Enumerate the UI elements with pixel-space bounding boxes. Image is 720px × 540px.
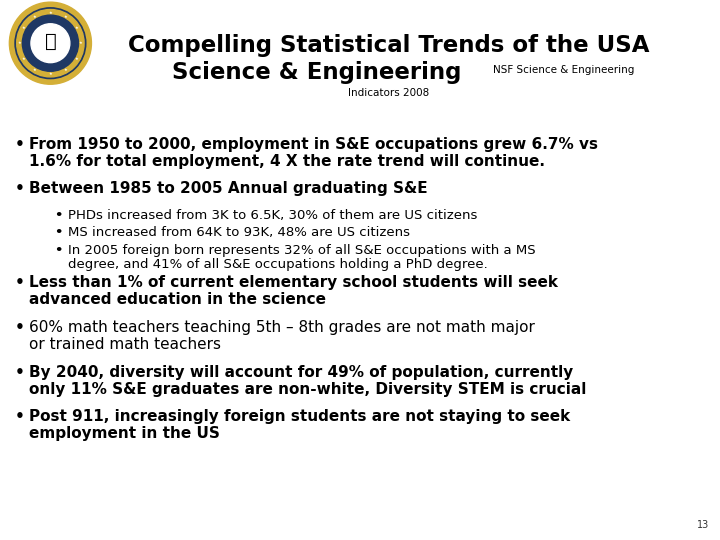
- Text: MS increased from 64K to 93K, 48% are US citizens: MS increased from 64K to 93K, 48% are US…: [68, 226, 410, 239]
- Text: Indicators 2008: Indicators 2008: [348, 88, 429, 98]
- Text: PHDs increased from 3K to 6.5K, 30% of them are US citizens: PHDs increased from 3K to 6.5K, 30% of t…: [68, 209, 478, 222]
- Text: Post 911, increasingly foreign students are not staying to seek: Post 911, increasingly foreign students …: [29, 409, 570, 424]
- Text: From 1950 to 2000, employment in S&E occupations grew 6.7% vs: From 1950 to 2000, employment in S&E occ…: [29, 137, 598, 152]
- Text: ★: ★: [64, 68, 68, 72]
- Text: ★: ★: [48, 72, 53, 76]
- Text: •: •: [14, 137, 24, 152]
- Text: •: •: [14, 409, 24, 424]
- Circle shape: [17, 10, 84, 77]
- Text: ★: ★: [33, 15, 37, 19]
- Text: 🦅: 🦅: [45, 31, 56, 51]
- Text: degree, and 41% of all S&E occupations holding a PhD degree.: degree, and 41% of all S&E occupations h…: [68, 258, 488, 271]
- Circle shape: [31, 24, 70, 63]
- Circle shape: [15, 8, 86, 79]
- Text: NSF Science & Engineering: NSF Science & Engineering: [493, 65, 634, 75]
- Text: •: •: [14, 364, 24, 380]
- Text: •: •: [54, 209, 63, 222]
- Circle shape: [9, 2, 91, 84]
- Text: advanced education in the science: advanced education in the science: [29, 292, 325, 307]
- Text: Between 1985 to 2005 Annual graduating S&E: Between 1985 to 2005 Annual graduating S…: [29, 181, 428, 197]
- Text: ★: ★: [33, 68, 37, 72]
- Text: 1.6% for total employment, 4 X the rate trend will continue.: 1.6% for total employment, 4 X the rate …: [29, 154, 545, 168]
- Text: Compelling Statistical Trends of the USA: Compelling Statistical Trends of the USA: [128, 35, 649, 57]
- Text: ★: ★: [75, 57, 78, 60]
- Text: •: •: [14, 320, 24, 335]
- Text: ★: ★: [22, 57, 26, 60]
- Text: In 2005 foreign born represents 32% of all S&E occupations with a MS: In 2005 foreign born represents 32% of a…: [68, 244, 536, 256]
- Text: ★: ★: [22, 26, 26, 30]
- Text: ★: ★: [18, 41, 22, 45]
- Text: By 2040, diversity will account for 49% of population, currently: By 2040, diversity will account for 49% …: [29, 364, 573, 380]
- Text: ★: ★: [48, 10, 53, 15]
- Text: 60% math teachers teaching 5th – 8th grades are not math major: 60% math teachers teaching 5th – 8th gra…: [29, 320, 535, 335]
- Text: •: •: [54, 244, 63, 256]
- Text: 13: 13: [697, 520, 709, 530]
- Text: Less than 1% of current elementary school students will seek: Less than 1% of current elementary schoo…: [29, 275, 558, 290]
- Text: •: •: [14, 181, 24, 197]
- Text: Science & Engineering: Science & Engineering: [172, 62, 462, 84]
- Text: ★: ★: [75, 26, 78, 30]
- Text: ★: ★: [79, 41, 83, 45]
- Text: employment in the US: employment in the US: [29, 427, 220, 441]
- Text: •: •: [14, 275, 24, 290]
- Text: or trained math teachers: or trained math teachers: [29, 337, 221, 352]
- Text: only 11% S&E graduates are non-white, Diversity STEM is crucial: only 11% S&E graduates are non-white, Di…: [29, 382, 586, 396]
- Text: •: •: [54, 226, 63, 239]
- Text: ★: ★: [64, 15, 68, 19]
- Circle shape: [22, 15, 78, 71]
